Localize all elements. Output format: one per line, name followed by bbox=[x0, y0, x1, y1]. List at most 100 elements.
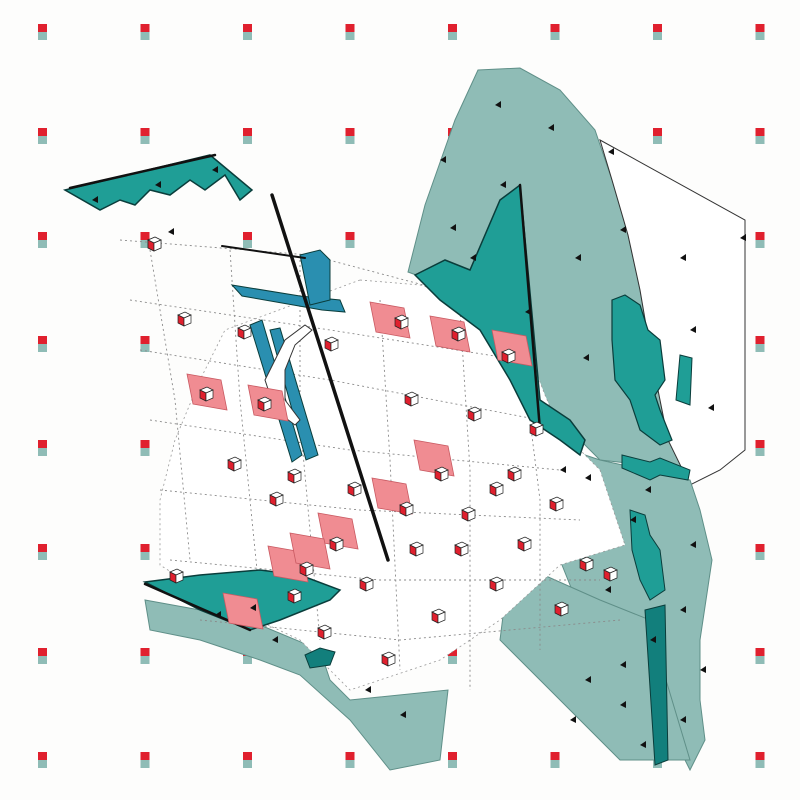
grid-marker bbox=[140, 24, 150, 40]
lower-right-teal-spike bbox=[644, 604, 669, 766]
notch bbox=[500, 181, 506, 188]
notch bbox=[570, 716, 576, 723]
cube-marker bbox=[529, 421, 544, 437]
small-teal-capsule bbox=[304, 647, 336, 669]
notch bbox=[585, 474, 591, 481]
pink-square bbox=[413, 439, 455, 477]
grid-marker bbox=[755, 648, 765, 664]
cube-marker bbox=[507, 466, 522, 482]
cube-marker bbox=[399, 501, 414, 517]
cube-marker bbox=[517, 536, 532, 552]
notch bbox=[525, 308, 531, 315]
cube-marker bbox=[467, 406, 482, 422]
cube-marker bbox=[329, 536, 344, 552]
blade-edge bbox=[518, 183, 542, 432]
notch bbox=[450, 224, 456, 231]
grid-marker bbox=[140, 336, 150, 352]
cube-marker bbox=[451, 326, 466, 342]
cube-marker bbox=[579, 556, 594, 572]
grid-marker bbox=[345, 24, 355, 40]
notch bbox=[608, 148, 614, 155]
grid-marker bbox=[243, 752, 252, 768]
notch bbox=[440, 156, 446, 163]
grid-marker bbox=[755, 128, 765, 144]
grid-marker bbox=[345, 128, 355, 144]
cube-marker bbox=[404, 391, 419, 407]
right-small-teal-tab bbox=[675, 354, 693, 406]
grid-marker bbox=[140, 128, 150, 144]
notch bbox=[708, 404, 714, 411]
grid-marker bbox=[38, 336, 47, 352]
notch bbox=[548, 124, 554, 131]
plane-notches bbox=[92, 101, 746, 748]
lower-left-grey-plane bbox=[144, 599, 449, 771]
pink-square bbox=[429, 315, 471, 353]
notch bbox=[620, 701, 626, 708]
cube-marker bbox=[359, 576, 374, 592]
grid-marker bbox=[38, 440, 47, 456]
grid-marker bbox=[755, 232, 765, 248]
cube-markers bbox=[147, 236, 618, 667]
grid-marker bbox=[140, 752, 150, 768]
grid-marker bbox=[755, 544, 765, 560]
grid-marker bbox=[243, 24, 252, 40]
right-teal-strip bbox=[621, 454, 691, 481]
notch bbox=[620, 661, 626, 668]
cube-marker bbox=[169, 568, 184, 584]
grid-marker bbox=[755, 336, 765, 352]
notch bbox=[680, 254, 686, 261]
notch bbox=[575, 254, 581, 261]
teal-cutouts bbox=[62, 154, 693, 766]
notch bbox=[215, 611, 221, 618]
notch bbox=[168, 228, 174, 235]
cube-marker bbox=[237, 324, 252, 340]
cube-marker bbox=[381, 651, 396, 667]
grid-marker bbox=[140, 648, 150, 664]
grid-marker bbox=[243, 128, 252, 144]
cube-marker bbox=[317, 624, 332, 640]
grid-marker bbox=[140, 232, 150, 248]
cube-marker bbox=[431, 608, 446, 624]
grid-marker bbox=[38, 24, 47, 40]
pink-square bbox=[317, 512, 359, 550]
top-left-wavy-cutout bbox=[62, 154, 254, 211]
cube-marker bbox=[454, 541, 469, 557]
pink-squares bbox=[186, 301, 533, 630]
cube-marker bbox=[347, 481, 362, 497]
notch bbox=[690, 326, 696, 333]
notch bbox=[400, 711, 406, 718]
notch bbox=[495, 101, 501, 108]
lower-right-teal-figure bbox=[629, 509, 666, 601]
notch bbox=[620, 226, 626, 233]
cube-marker bbox=[227, 456, 242, 472]
notch bbox=[630, 516, 636, 523]
notch bbox=[605, 586, 611, 593]
cube-marker bbox=[549, 496, 564, 512]
grid-marker bbox=[345, 232, 355, 248]
cube-marker bbox=[324, 336, 339, 352]
grid-marker bbox=[38, 232, 47, 248]
notch bbox=[740, 234, 746, 241]
cube-marker bbox=[434, 466, 449, 482]
notch bbox=[640, 741, 646, 748]
notch bbox=[92, 196, 98, 203]
cube-marker bbox=[394, 314, 409, 330]
grid-marker bbox=[38, 544, 47, 560]
grid-marker bbox=[140, 440, 150, 456]
cube-marker bbox=[489, 576, 504, 592]
cube-marker bbox=[489, 481, 504, 497]
grid-marker bbox=[243, 232, 252, 248]
grid-marker bbox=[755, 24, 765, 40]
right-teal-figure bbox=[611, 294, 673, 446]
notch bbox=[155, 181, 161, 188]
top-cutout-edge bbox=[68, 153, 217, 190]
grid-marker bbox=[448, 752, 457, 768]
grid-marker bbox=[755, 752, 765, 768]
grid-marker bbox=[653, 24, 662, 40]
cube-marker bbox=[269, 491, 284, 507]
cube-marker bbox=[199, 386, 214, 402]
cube-marker bbox=[287, 468, 302, 484]
grid-marker bbox=[550, 752, 560, 768]
cube-marker bbox=[287, 588, 302, 604]
